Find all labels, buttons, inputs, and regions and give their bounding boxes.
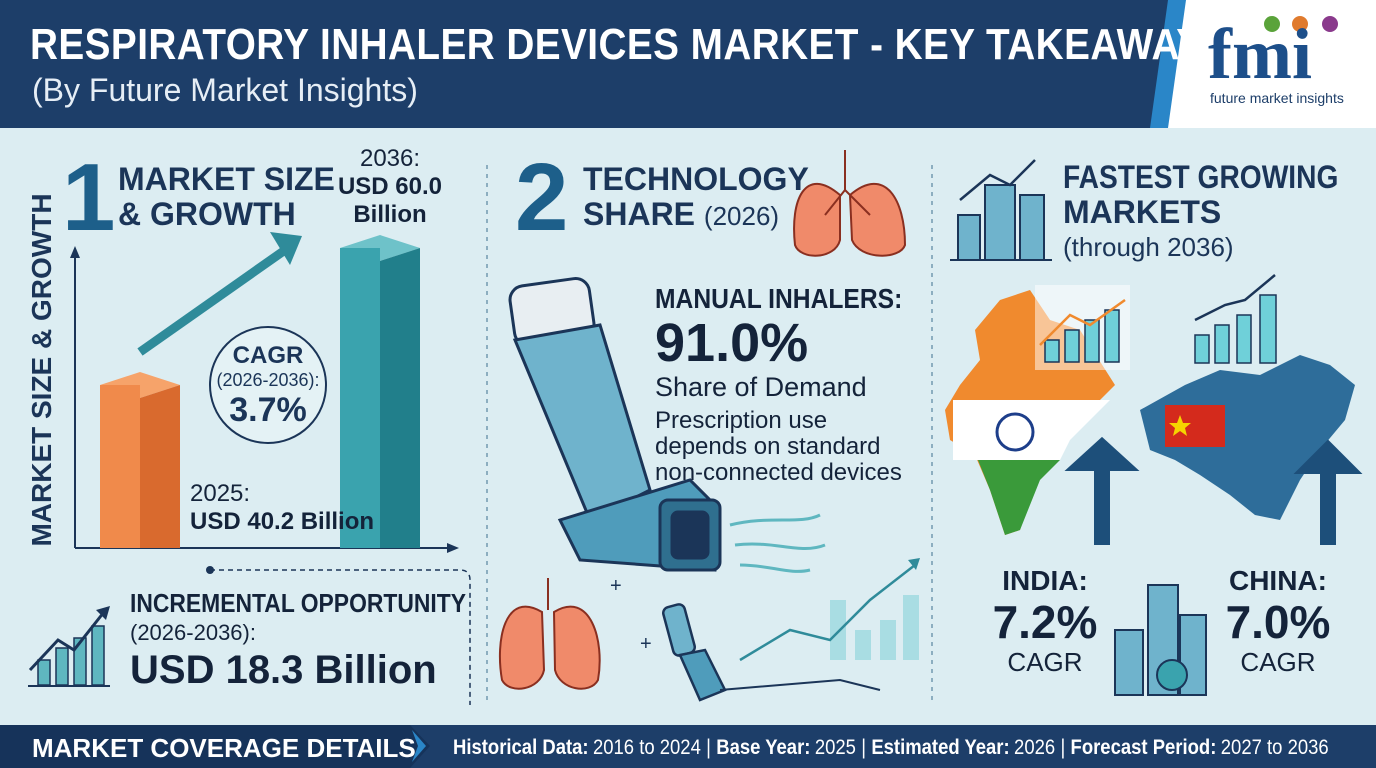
- section-title: FASTEST GROWING MARKETS (through 2036): [1063, 160, 1376, 265]
- description-line: Prescription use: [655, 407, 828, 434]
- incremental-label: INCREMENTAL OPPORTUNITY: [130, 588, 467, 618]
- section-title: MARKET SIZE & GROWTH: [118, 162, 335, 232]
- separator: |: [861, 736, 867, 759]
- title-line: SHARE (2026): [583, 197, 809, 234]
- end-label: 2036: USD 60.0 Billion: [338, 145, 442, 229]
- market-value: 7.0%: [1225, 596, 1331, 648]
- svg-text:+: +: [640, 633, 652, 655]
- section-number: 1: [62, 144, 116, 251]
- title: RESPIRATORY INHALER DEVICES MARKET - KEY…: [30, 20, 1229, 69]
- logo-name: fmi: [1208, 14, 1312, 94]
- market: INDIA: 7.2% CAGR: [993, 565, 1098, 678]
- axis-label: MARKET SIZE & GROWTH: [26, 193, 57, 547]
- separator: |: [1060, 736, 1066, 759]
- section-title: TECHNOLOGY SHARE (2026): [583, 162, 809, 234]
- cagr-value: 3.7%: [229, 391, 307, 429]
- logo-tagline: future market insights: [1210, 90, 1344, 106]
- start-year: 2025:: [190, 480, 251, 507]
- detail-value: 2027 to 2036: [1220, 736, 1329, 759]
- detail-label: Forecast Period:: [1070, 736, 1217, 759]
- end-year: 2036:: [359, 145, 421, 172]
- description-line: non-connected devices: [655, 459, 902, 486]
- incremental-period: (2026-2036):: [130, 620, 256, 645]
- detail-value: 2016 to 2024: [592, 736, 701, 759]
- section-number: 2: [515, 144, 569, 251]
- description-line: depends on standard: [655, 433, 881, 460]
- market-metric: CAGR: [1007, 647, 1083, 677]
- description: Prescription use depends on standard non…: [655, 408, 902, 486]
- title-line: FASTEST GROWING: [1063, 159, 1339, 195]
- market-metric: CAGR: [1240, 647, 1316, 677]
- incremental-value: USD 18.3 Billion: [130, 648, 437, 692]
- market-name: INDIA:: [1002, 565, 1088, 596]
- footer-details: Historical Data: 2016 to 2024 | Base Year: 2…: [453, 736, 1329, 760]
- share-label: Share of Demand: [655, 372, 867, 402]
- start-value: USD 40.2 Billion: [190, 508, 375, 535]
- title-word: SHARE: [583, 196, 696, 232]
- end-unit: Billion: [353, 201, 427, 228]
- detail-value: 2025: [814, 736, 856, 759]
- svg-text:+: +: [610, 575, 622, 597]
- detail-label: Historical Data:: [453, 736, 589, 759]
- title-line: & GROWTH: [118, 196, 296, 232]
- footer-label: MARKET COVERAGE DETAILS: [32, 733, 416, 763]
- segment-share: 91.0%: [655, 313, 809, 373]
- subtitle: (By Future Market Insights): [32, 72, 418, 108]
- cagr-period: (2026-2036):: [216, 370, 320, 390]
- title-year: (2026): [703, 201, 780, 231]
- detail-label: Estimated Year:: [871, 736, 1010, 759]
- detail-label: Base Year:: [716, 736, 811, 759]
- title-line: MARKETS: [1063, 194, 1222, 230]
- cagr-label: CAGR: [232, 342, 304, 369]
- market-name: CHINA:: [1228, 565, 1327, 596]
- title-line: MARKET SIZE: [118, 161, 335, 197]
- detail-value: 2026: [1014, 736, 1056, 759]
- separator: |: [706, 736, 711, 759]
- market: CHINA: 7.0% CAGR: [1226, 565, 1331, 678]
- market-value: 7.2%: [992, 596, 1098, 648]
- title-line: TECHNOLOGY: [583, 161, 809, 197]
- title-period: (through 2036): [1063, 232, 1234, 262]
- cagr: CAGR (2026-2036): 3.7%: [216, 342, 319, 430]
- end-value: USD 60.0: [337, 173, 443, 200]
- segment-name: MANUAL INHALERS:: [655, 283, 903, 314]
